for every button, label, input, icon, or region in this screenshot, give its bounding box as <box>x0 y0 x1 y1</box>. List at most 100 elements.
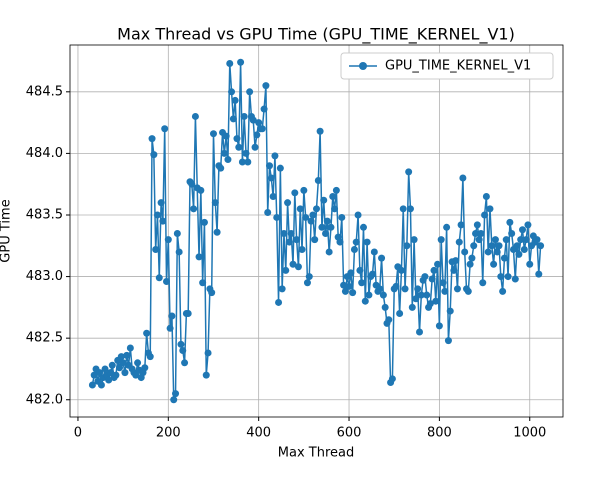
point <box>264 209 272 217</box>
point <box>262 82 270 90</box>
point <box>143 329 151 337</box>
point <box>267 174 275 182</box>
y-tick-label: 484.0 <box>26 146 63 161</box>
point <box>405 168 413 176</box>
point <box>159 217 167 225</box>
point <box>141 364 149 372</box>
point <box>397 266 405 274</box>
point <box>228 88 236 96</box>
point <box>455 238 463 246</box>
point <box>280 229 288 237</box>
point <box>235 143 243 151</box>
point <box>287 229 295 237</box>
point <box>181 359 189 367</box>
point <box>249 116 257 124</box>
point <box>148 135 156 143</box>
point <box>101 365 109 373</box>
y-tick-label: 483.5 <box>26 207 63 222</box>
legend-label: GPU_TIME_KERNEL_V1 <box>385 59 531 74</box>
point <box>423 291 431 299</box>
point <box>258 125 266 133</box>
point <box>208 289 216 297</box>
point <box>499 287 507 295</box>
point <box>269 193 277 201</box>
point <box>300 186 308 194</box>
point <box>146 353 154 361</box>
point <box>401 285 409 293</box>
point <box>435 322 443 330</box>
point <box>271 152 279 160</box>
y-axis-label: GPU Time <box>0 199 14 262</box>
point <box>363 238 371 246</box>
point <box>121 369 129 377</box>
point <box>439 279 447 287</box>
point <box>508 229 516 237</box>
point <box>322 229 330 237</box>
point <box>416 328 424 336</box>
point <box>97 381 105 389</box>
point <box>533 236 541 244</box>
point <box>473 221 481 229</box>
x-tick-label: 400 <box>246 426 271 441</box>
point <box>331 205 339 213</box>
point <box>217 164 225 172</box>
point <box>535 270 543 278</box>
point <box>172 390 180 398</box>
point <box>385 316 393 324</box>
point <box>376 285 384 293</box>
point <box>166 324 174 332</box>
point <box>153 211 161 219</box>
point <box>188 180 196 188</box>
point <box>341 287 349 295</box>
point <box>486 205 494 213</box>
point <box>106 369 114 377</box>
point <box>303 279 311 287</box>
point <box>388 375 396 383</box>
point <box>430 266 438 274</box>
point <box>179 346 187 354</box>
point <box>226 59 234 67</box>
legend-marker <box>359 62 367 70</box>
point <box>327 223 335 231</box>
point <box>437 236 445 244</box>
point <box>325 248 333 256</box>
point <box>155 274 163 282</box>
point <box>358 279 366 287</box>
point <box>464 287 472 295</box>
point <box>224 156 232 164</box>
point <box>260 105 268 113</box>
point <box>173 229 181 237</box>
point <box>112 371 120 379</box>
point <box>396 310 404 318</box>
point <box>126 344 134 352</box>
point <box>282 266 290 274</box>
point <box>164 236 172 244</box>
point <box>466 260 474 268</box>
point <box>340 281 348 289</box>
y-tick-label: 482.0 <box>26 392 63 407</box>
x-axis-label: Max Thread <box>278 446 354 461</box>
point <box>242 149 250 157</box>
point <box>209 130 217 138</box>
point <box>266 162 274 170</box>
point <box>90 371 98 379</box>
point <box>200 218 208 226</box>
point <box>318 223 326 231</box>
point <box>370 248 378 256</box>
point <box>468 254 476 262</box>
point <box>412 295 420 303</box>
point <box>356 266 364 274</box>
point <box>379 291 387 299</box>
y-tick-label: 484.5 <box>26 84 63 99</box>
plot-frame <box>69 44 564 418</box>
point <box>204 349 212 357</box>
point <box>152 245 160 253</box>
y-tick-label: 482.5 <box>26 331 63 346</box>
point <box>513 242 521 250</box>
point <box>195 253 203 261</box>
point <box>253 131 261 139</box>
point <box>329 193 337 201</box>
y-tick-label: 483.0 <box>26 269 63 284</box>
point <box>414 285 422 293</box>
